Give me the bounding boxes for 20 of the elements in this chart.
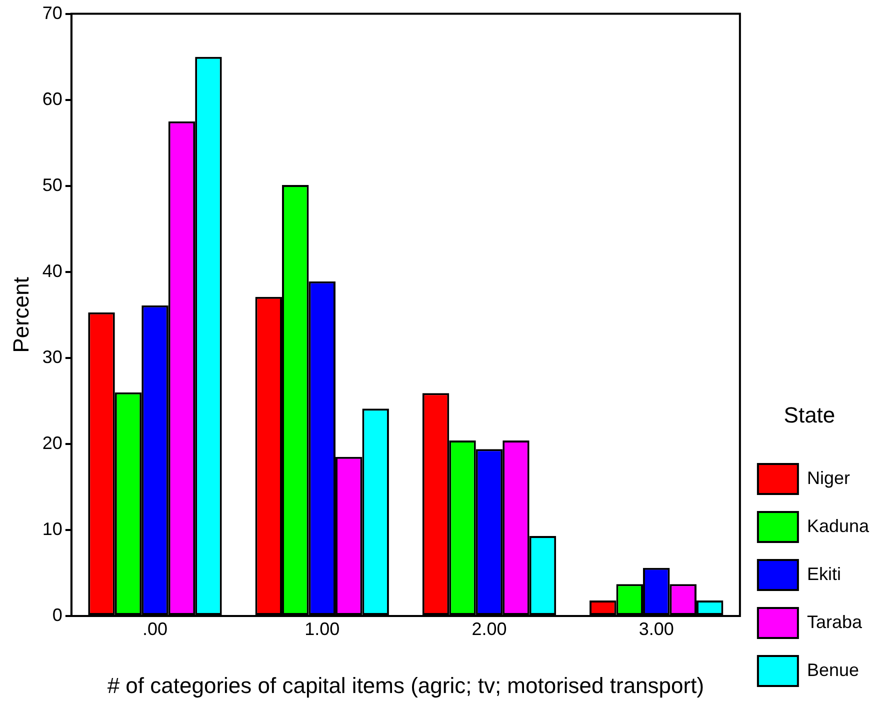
x-axis-title: # of categories of capital items (agric; tv; motorised transport) [107, 672, 704, 698]
legend-label: Taraba [806, 612, 863, 632]
y-tick-label: 40 [42, 260, 62, 281]
x-tick-label: 3.00 [638, 618, 674, 639]
y-axis-title: Percent [8, 276, 34, 353]
legend-label: Kaduna [806, 516, 870, 536]
legend-label: Benue [806, 660, 860, 680]
x-tick-label: 2.00 [472, 618, 507, 639]
y-tick-label: 0 [52, 604, 62, 625]
legend-label: Niger [806, 468, 850, 488]
y-tick-label: 70 [42, 2, 62, 23]
y-tick-label: 50 [42, 174, 62, 195]
y-tick-label: 60 [42, 88, 62, 109]
x-tick-label: .00 [142, 618, 168, 639]
y-tick-label: 30 [42, 346, 62, 367]
legend-title: State [784, 402, 836, 428]
x-tick-label: 1.00 [304, 618, 340, 639]
y-tick-label: 20 [42, 432, 62, 453]
legend-label: Ekiti [806, 564, 841, 584]
y-tick-label: 10 [42, 518, 62, 539]
